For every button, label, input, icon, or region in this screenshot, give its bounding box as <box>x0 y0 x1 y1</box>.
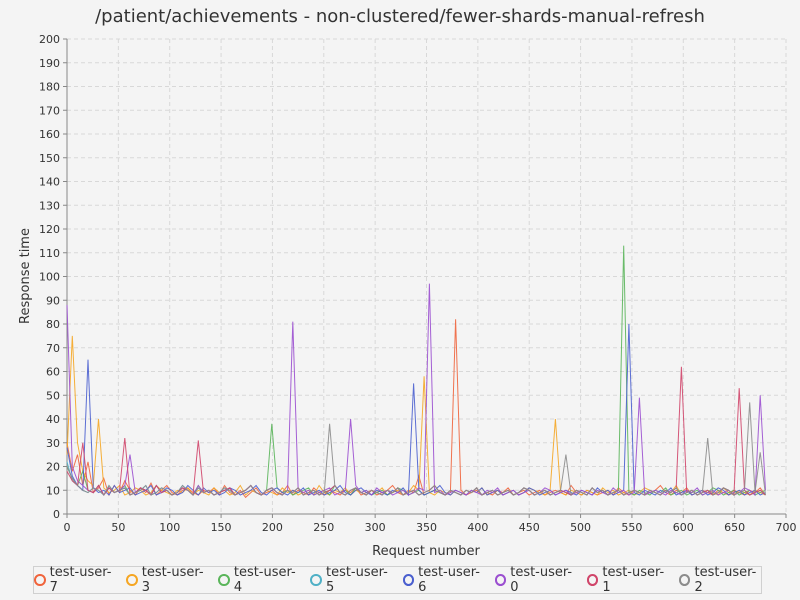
legend-item[interactable]: test-user-6 <box>402 565 485 595</box>
legend-swatch-icon <box>586 574 599 586</box>
series-line-test-user-3 <box>66 335 766 496</box>
legend-swatch-icon <box>218 574 230 586</box>
y-tick-label: 130 <box>39 199 60 212</box>
x-tick-label: 700 <box>776 521 797 534</box>
legend-swatch-icon <box>494 574 507 586</box>
y-tick-label: 200 <box>39 33 60 46</box>
axes: 0 10 20 30 40 50 60 70 80 90 100 110 120 130 140 150 160… <box>39 33 797 534</box>
legend-label: test-user-7 <box>49 565 112 595</box>
y-tick-label: 40 <box>46 413 60 426</box>
legend-item[interactable]: test-user-1 <box>586 565 669 595</box>
y-tick-label: 170 <box>39 104 60 117</box>
y-tick-label: 20 <box>46 461 60 474</box>
x-tick-label: 450 <box>519 521 540 534</box>
x-tick-label: 250 <box>313 521 334 534</box>
legend-label: test-user-4 <box>233 565 296 595</box>
series-line-test-user-6 <box>66 323 766 497</box>
x-axis-title: Request number <box>372 544 480 559</box>
series-line-test-user-0 <box>66 283 766 497</box>
y-tick-label: 0 <box>53 508 60 521</box>
x-tick-label: 150 <box>211 521 232 534</box>
legend-label: test-user-3 <box>141 565 204 595</box>
x-tick-label: 400 <box>467 521 488 534</box>
y-tick-label: 150 <box>39 152 60 165</box>
y-tick-label: 10 <box>46 484 60 497</box>
series-lines <box>66 245 766 499</box>
y-tick-label: 110 <box>39 247 60 260</box>
y-tick-label: 30 <box>46 437 60 450</box>
legend-label: test-user-6 <box>418 565 480 595</box>
y-tick-label: 180 <box>39 81 60 94</box>
x-tick-label: 300 <box>365 521 386 534</box>
y-axis-title: Response time <box>18 228 33 324</box>
y-tick-label: 140 <box>39 176 60 189</box>
x-tick-label: 0 <box>64 521 71 534</box>
y-tick-label: 80 <box>46 318 60 331</box>
legend-label: test-user-2 <box>694 565 757 595</box>
chart-title: /patient/achievements - non-clustered/fe… <box>95 6 705 27</box>
legend: test-user-7 test-user-3 test-user-4 test-us… <box>33 565 762 595</box>
x-tick-label: 350 <box>416 521 437 534</box>
legend-item[interactable]: test-user-7 <box>34 565 116 595</box>
legend-label: test-user-5 <box>325 565 388 595</box>
x-tick-label: 650 <box>724 521 745 534</box>
y-tick-label: 70 <box>46 342 60 355</box>
y-tick-label: 90 <box>46 294 60 307</box>
series-line-test-user-7 <box>66 319 766 499</box>
legend-swatch-icon <box>678 574 691 586</box>
legend-label: test-user-1 <box>602 565 665 595</box>
x-tick-label: 500 <box>570 521 591 534</box>
legend-label: test-user-0 <box>510 565 573 595</box>
x-tick-label: 600 <box>673 521 694 534</box>
legend-item[interactable]: test-user-2 <box>678 565 761 595</box>
grid <box>66 38 787 515</box>
legend-swatch-icon <box>126 574 138 586</box>
y-tick-label: 100 <box>39 271 60 284</box>
legend-swatch-icon <box>34 574 46 586</box>
x-tick-label: 50 <box>111 521 125 534</box>
legend-swatch-icon <box>310 574 322 586</box>
y-tick-label: 60 <box>46 366 60 379</box>
series-line-test-user-2 <box>66 402 766 497</box>
x-tick-label: 100 <box>159 521 180 534</box>
y-tick-label: 50 <box>46 389 60 402</box>
y-tick-label: 160 <box>39 128 60 141</box>
x-tick-label: 200 <box>262 521 283 534</box>
legend-swatch-icon <box>402 574 415 586</box>
legend-item[interactable]: test-user-5 <box>310 565 392 595</box>
y-tick-label: 190 <box>39 57 60 70</box>
y-tick-label: 120 <box>39 223 60 236</box>
x-tick-label: 550 <box>621 521 642 534</box>
legend-item[interactable]: test-user-4 <box>218 565 300 595</box>
legend-item[interactable]: test-user-0 <box>494 565 577 595</box>
series-line-test-user-4 <box>66 245 766 496</box>
legend-item[interactable]: test-user-3 <box>126 565 208 595</box>
